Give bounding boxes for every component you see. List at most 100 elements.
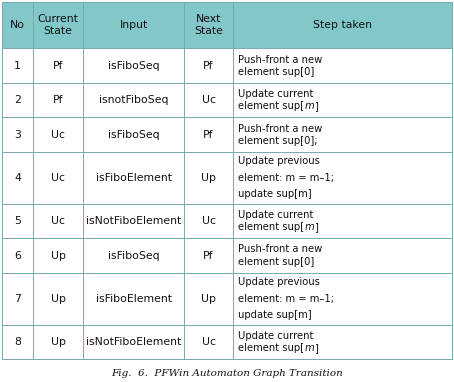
Text: element sup[: element sup[ [238,101,304,111]
Bar [2,152,33,204]
Bar [2,117,33,152]
Text: Uc: Uc [202,216,216,226]
Text: element: m = m–1;: element: m = m–1; [238,173,334,183]
Bar [33,2,83,49]
Bar [33,49,83,83]
Text: ]: ] [314,222,318,232]
Bar [233,83,452,117]
Text: Uc: Uc [202,337,216,347]
Bar [33,325,83,359]
Text: Up: Up [50,337,65,347]
Bar [2,49,33,83]
Text: Up: Up [50,294,65,304]
Text: ]: ] [314,101,318,111]
Text: Up: Up [201,173,216,183]
Text: Push-front a new: Push-front a new [238,124,322,134]
Text: 2: 2 [14,95,21,105]
Bar [33,238,83,273]
Text: isFiboSeq: isFiboSeq [108,251,159,261]
Bar [33,117,83,152]
Bar [233,49,452,83]
Text: 1: 1 [14,61,21,71]
Text: Input: Input [119,20,148,30]
Text: isFiboSeq: isFiboSeq [108,61,159,71]
Bar [233,152,452,204]
Text: 5: 5 [14,216,21,226]
Text: element: m = m–1;: element: m = m–1; [238,294,334,304]
Bar [83,83,184,117]
Text: Uc: Uc [51,216,65,226]
Text: update sup[m]: update sup[m] [238,310,312,320]
Text: Current
State: Current State [38,15,79,36]
Bar [83,117,184,152]
Text: 3: 3 [14,129,21,140]
Text: Push-front a new: Push-front a new [238,244,322,254]
Text: element sup[: element sup[ [238,222,304,232]
Bar [233,273,452,325]
Text: ]: ] [314,343,318,353]
Text: element sup[: element sup[ [238,343,304,353]
Text: 7: 7 [14,294,21,304]
Bar [184,204,233,238]
Text: Update previous: Update previous [238,156,320,166]
Bar [184,152,233,204]
Bar [233,204,452,238]
Text: isFiboElement: isFiboElement [96,294,172,304]
Text: element sup[0]: element sup[0] [238,66,315,77]
Text: isFiboElement: isFiboElement [96,173,172,183]
Bar [233,238,452,273]
Text: Step taken: Step taken [313,20,372,30]
Text: update sup[m]: update sup[m] [238,189,312,199]
Bar [184,238,233,273]
Text: Update current: Update current [238,210,314,220]
Bar [83,2,184,49]
Text: Pf: Pf [203,129,214,140]
Bar [33,152,83,204]
Text: m: m [304,222,314,232]
Bar [233,325,452,359]
Text: element sup[0];: element sup[0]; [238,136,318,146]
Bar [184,49,233,83]
Text: isNotFiboElement: isNotFiboElement [86,216,181,226]
Bar [33,83,83,117]
Bar [184,83,233,117]
Text: Uc: Uc [51,129,65,140]
Bar [83,152,184,204]
Text: Up: Up [50,251,65,261]
Text: isNotFiboElement: isNotFiboElement [86,337,181,347]
Bar [83,273,184,325]
Text: Fig.  6.  PFWin Automaton Graph Transition: Fig. 6. PFWin Automaton Graph Transition [111,369,343,378]
Bar [83,49,184,83]
Text: Update previous: Update previous [238,277,320,287]
Text: m: m [304,343,314,353]
Bar [83,325,184,359]
Text: Uc: Uc [51,173,65,183]
Text: 8: 8 [14,337,21,347]
Text: Push-front a new: Push-front a new [238,55,322,65]
Bar [184,2,233,49]
Bar [233,2,452,49]
Bar [2,2,33,49]
Text: Uc: Uc [202,95,216,105]
Text: Pf: Pf [53,61,63,71]
Text: isFiboSeq: isFiboSeq [108,129,159,140]
Text: isnotFiboSeq: isnotFiboSeq [99,95,168,105]
Text: 6: 6 [14,251,21,261]
Text: 4: 4 [14,173,21,183]
Bar [33,273,83,325]
Text: element sup[0]: element sup[0] [238,257,315,267]
Bar [184,117,233,152]
Bar [2,83,33,117]
Bar [2,325,33,359]
Bar [233,117,452,152]
Text: Pf: Pf [203,251,214,261]
Bar [2,238,33,273]
Bar [2,273,33,325]
Text: Pf: Pf [203,61,214,71]
Bar [184,273,233,325]
Text: Up: Up [201,294,216,304]
Bar [184,325,233,359]
Text: Next
State: Next State [194,15,223,36]
Bar [2,204,33,238]
Text: m: m [304,101,314,111]
